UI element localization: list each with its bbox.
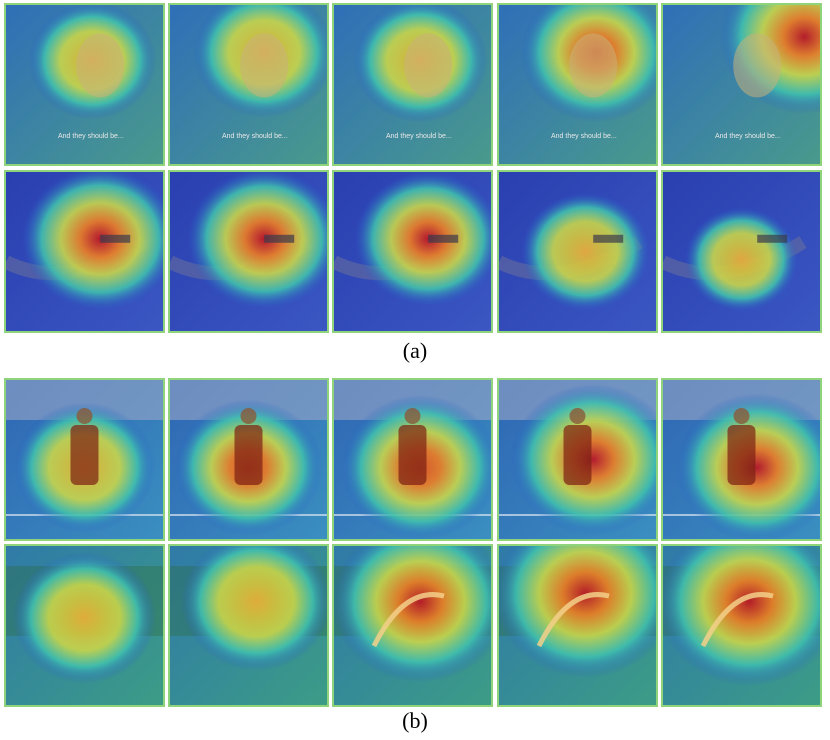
frame-face-5: And they should be... (661, 3, 822, 166)
heatmap-diving-3 (334, 546, 491, 705)
heatmap-basketball-4 (499, 380, 656, 539)
heatmap-basketball-3 (334, 380, 491, 539)
player-body (70, 425, 99, 485)
frame-gun-2 (168, 170, 329, 333)
heat-blob (334, 546, 491, 683)
person-head (733, 33, 782, 98)
heatmap-gun-1 (6, 172, 163, 331)
player-body (563, 425, 592, 485)
subtitle-text: And they should be... (386, 133, 452, 140)
panel-b: (b) (0, 372, 830, 740)
person-head (404, 33, 453, 98)
player-body (398, 425, 427, 485)
subtitle-text: And they should be... (58, 133, 124, 140)
player-head (733, 408, 750, 424)
heatmap-face-4 (499, 5, 656, 164)
gun-shape (264, 234, 295, 243)
heatmap-basketball-2 (170, 380, 327, 539)
gun-shape (593, 234, 624, 243)
subtitle-text: And they should be... (222, 133, 288, 140)
row-basketball (4, 378, 826, 541)
heatmap-diving-4 (499, 546, 656, 705)
person-head (76, 33, 125, 98)
person-head (569, 33, 618, 98)
frame-diving-3 (332, 544, 493, 707)
heatmap-gun-5 (663, 172, 820, 331)
heat-blob (12, 551, 157, 684)
heat-blob (684, 207, 799, 312)
row-gun (4, 170, 826, 333)
frame-gun-4 (497, 170, 658, 333)
frame-gun-3 (332, 170, 493, 333)
heat-blob (663, 546, 820, 686)
heatmap-gun-3 (334, 172, 491, 331)
frame-gun-5 (661, 170, 822, 333)
player-head (569, 408, 586, 424)
heatmap-face-2 (170, 5, 327, 164)
heatmap-basketball-5 (663, 380, 820, 539)
player-head (240, 408, 257, 424)
heatmap-face-1 (6, 5, 163, 164)
frame-basketball-4 (497, 378, 658, 541)
frame-face-1: And they should be... (4, 3, 165, 166)
frame-gun-1 (4, 170, 165, 333)
frame-basketball-3 (332, 378, 493, 541)
player-body (234, 425, 263, 485)
heatmap-gun-2 (170, 172, 327, 331)
heatmap-diving-5 (663, 546, 820, 705)
frame-diving-2 (168, 544, 329, 707)
gun-shape (100, 234, 131, 243)
heat-blob (354, 172, 491, 307)
subtitle-text: And they should be... (551, 133, 617, 140)
frame-diving-5 (661, 544, 822, 707)
panel-a: And they should be... And they should be… (4, 3, 826, 363)
frame-basketball-2 (168, 378, 329, 541)
diver-figure (371, 592, 445, 648)
heat-blob (520, 192, 650, 311)
heatmap-face-5 (663, 5, 820, 164)
player-body (727, 425, 756, 485)
heat-blob (21, 172, 163, 311)
gun-shape (757, 234, 788, 243)
person-head (240, 33, 289, 98)
diver-figure (700, 592, 774, 648)
gun-shape (428, 234, 459, 243)
caption-a: (a) (402, 338, 428, 363)
player-head (76, 408, 93, 424)
frame-diving-1 (4, 544, 165, 707)
frame-basketball-5 (661, 378, 822, 541)
heatmap-gun-4 (499, 172, 656, 331)
caption-b: (b) (402, 708, 428, 733)
heatmap-basketball-1 (6, 380, 163, 539)
heatmap-diving-1 (6, 546, 163, 705)
frame-face-3: And they should be... (332, 3, 493, 166)
frame-face-4: And they should be... (497, 3, 658, 166)
diver-figure (536, 592, 610, 648)
row-diving (4, 544, 826, 707)
row-face: And they should be... And they should be… (4, 3, 826, 166)
player-head (404, 408, 421, 424)
heat-blob (187, 172, 327, 309)
frame-face-2: And they should be... (168, 3, 329, 166)
frame-basketball-1 (4, 378, 165, 541)
heat-blob (181, 546, 327, 671)
heatmap-face-3 (334, 5, 491, 164)
frame-diving-4 (497, 544, 658, 707)
heatmap-diving-2 (170, 546, 327, 705)
subtitle-text: And they should be... (715, 133, 781, 140)
